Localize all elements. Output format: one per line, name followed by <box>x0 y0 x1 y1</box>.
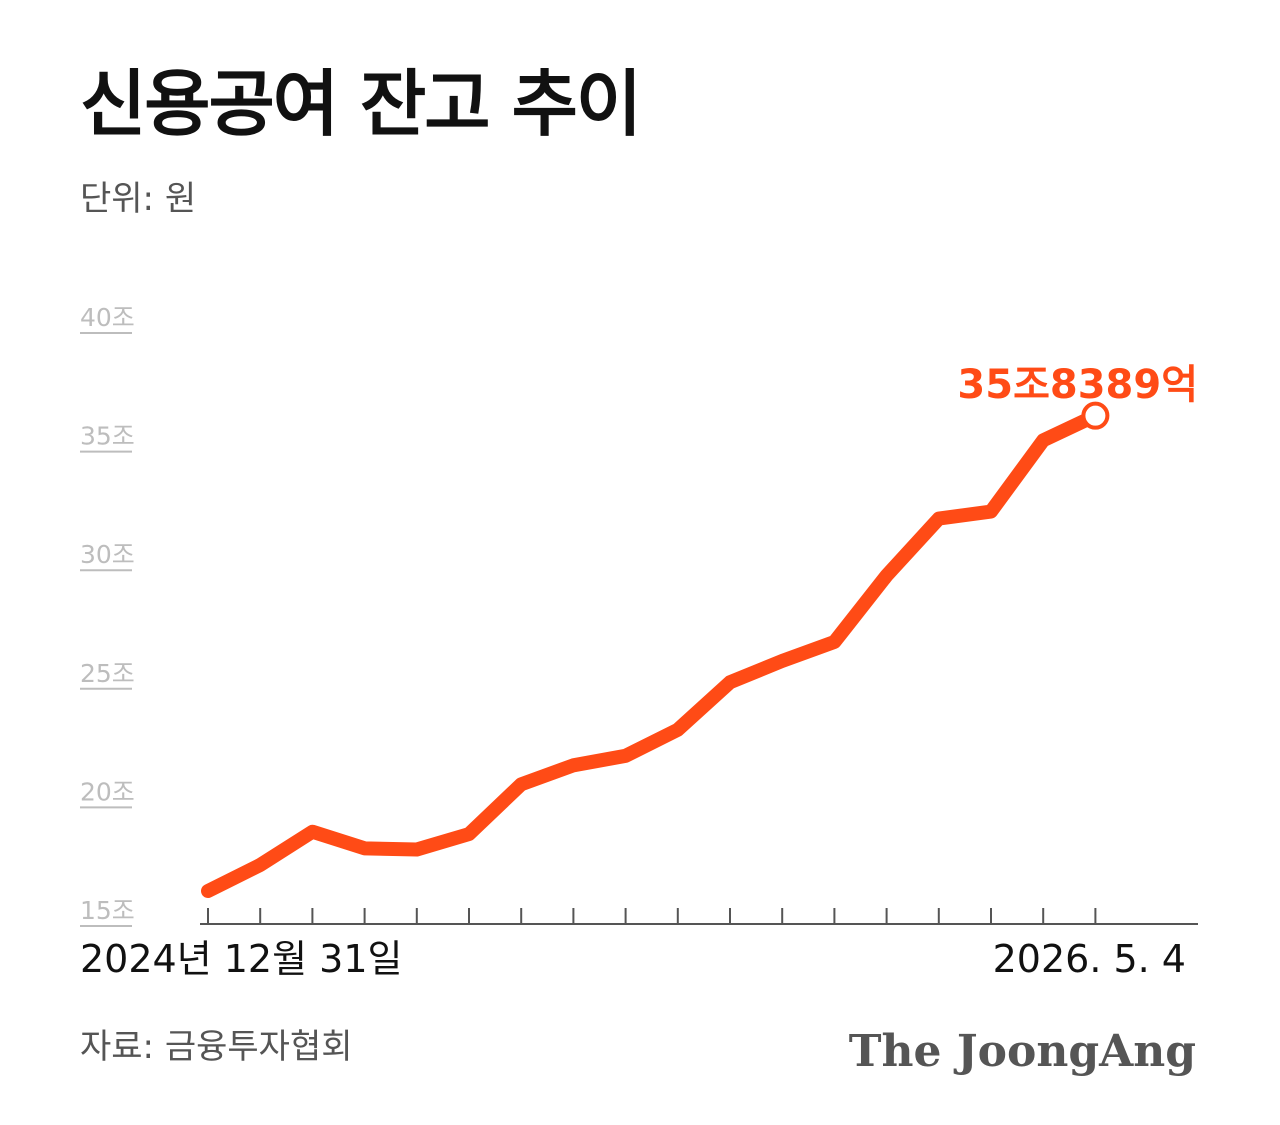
end-point-marker <box>1081 401 1110 430</box>
y-tick-label: 40조 <box>80 303 135 332</box>
y-tick-label: 15조 <box>80 896 135 925</box>
source-label: 자료: 금융투자협회 <box>80 1027 353 1067</box>
y-tick-label: 30조 <box>80 540 135 569</box>
y-axis-ticks: 15조 20조 25조 30조 35조 40조 <box>80 303 135 927</box>
series-line <box>201 408 1103 899</box>
end-value-label: 35조8389억 <box>957 362 1198 408</box>
unit-label: 단위: 원 <box>80 179 197 219</box>
x-start-label: 2024년 12월 31일 <box>80 937 402 981</box>
brand-logo: The JoongAng <box>848 1026 1196 1077</box>
series-points <box>207 415 1096 892</box>
y-tick-label: 35조 <box>80 422 135 451</box>
x-axis-ticks <box>207 908 1097 924</box>
y-tick-label: 20조 <box>80 777 135 806</box>
chart-title: 신용공여 잔고 추이 <box>80 62 642 146</box>
y-tick-label: 25조 <box>80 659 135 688</box>
x-end-label: 2026. 5. 4 <box>993 937 1186 981</box>
